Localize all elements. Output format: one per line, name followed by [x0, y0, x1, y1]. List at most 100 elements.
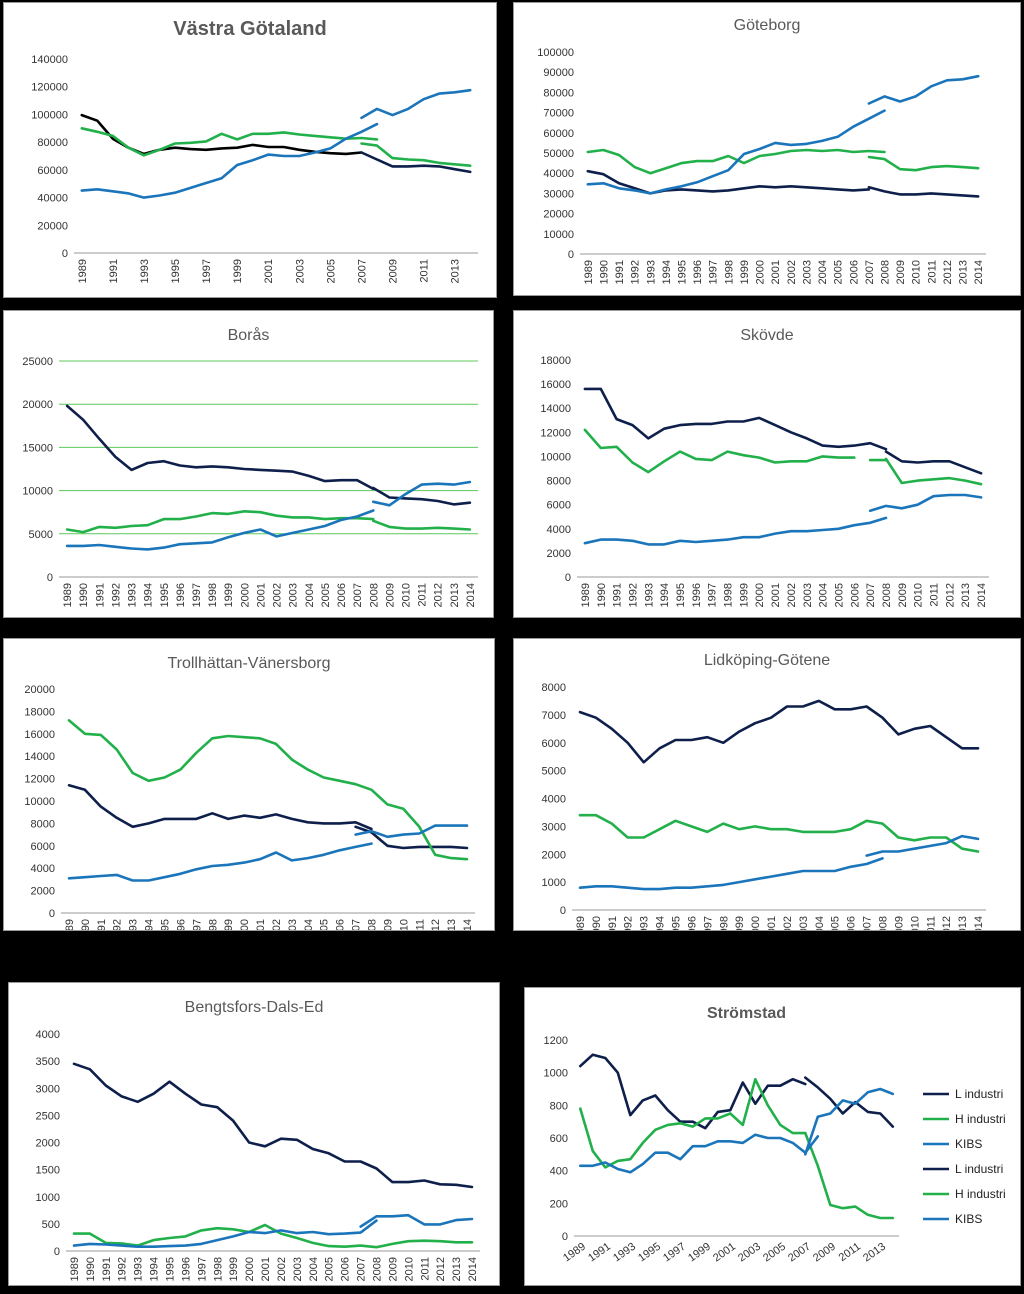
series-line-kibs	[72, 1219, 378, 1248]
series-line-l-industri	[884, 450, 983, 475]
series-line-kibs	[804, 1087, 895, 1156]
x-tick-label: 1989	[583, 260, 595, 284]
series-line-kibs	[867, 74, 980, 105]
x-tick-label: 2006	[336, 583, 348, 607]
x-tick-label: 2009	[384, 583, 396, 607]
y-tick-label: 70000	[543, 108, 574, 120]
y-tick-label: 2500	[36, 1110, 60, 1122]
x-tick-label: 1991	[612, 583, 624, 607]
legend-label: H industri	[955, 1187, 1006, 1201]
series-line-h-industri	[586, 148, 886, 175]
y-tick-label: 80000	[37, 137, 68, 149]
series-line-l-industri	[354, 825, 469, 850]
x-tick-label: 2014	[973, 916, 985, 930]
chart-title: Bengtsfors-Dals-Ed	[185, 999, 324, 1016]
series-line-kibs	[359, 1213, 474, 1228]
y-tick-label: 0	[47, 572, 53, 584]
x-tick-label: 1995	[675, 583, 687, 607]
x-tick-label: 2005	[833, 260, 845, 284]
x-tick-label: 2001	[766, 916, 778, 930]
x-tick-label: 2012	[435, 1257, 447, 1281]
x-tick-label: 2002	[271, 919, 283, 930]
x-tick-label: 1992	[117, 1257, 129, 1281]
chart-title: Strömstad	[707, 1005, 786, 1022]
x-tick-label: 1997	[708, 260, 720, 284]
x-tick-label: 1991	[96, 919, 108, 930]
y-tick-label: 500	[42, 1219, 60, 1231]
x-tick-label: 2001	[770, 260, 782, 284]
x-tick-label: 2007	[351, 919, 363, 930]
y-tick-label: 800	[550, 1100, 568, 1112]
y-tick-label: 0	[62, 248, 68, 260]
x-tick-label: 2013	[451, 1257, 463, 1281]
y-tick-label: 20000	[22, 399, 53, 411]
x-tick-label: 2001	[770, 583, 782, 607]
x-tick-label: 2006	[849, 583, 861, 607]
x-tick-label: 2007	[356, 1257, 368, 1281]
x-tick-label: 1990	[80, 919, 92, 930]
x-tick-label: 2006	[340, 1257, 352, 1281]
x-tick-label: 2013	[450, 259, 462, 283]
x-tick-label: 1991	[607, 916, 619, 930]
x-tick-label: 1997	[201, 259, 213, 283]
x-tick-label: 2011	[837, 1241, 863, 1264]
x-tick-label: 2010	[398, 919, 410, 930]
y-tick-label: 2000	[547, 548, 571, 560]
x-tick-label: 2001	[711, 1241, 738, 1265]
x-tick-label: 2004	[303, 919, 315, 930]
x-tick-label: 2011	[929, 583, 941, 607]
x-tick-label: 2000	[750, 916, 762, 930]
y-tick-label: 5000	[29, 529, 53, 541]
x-tick-label: 2014	[465, 583, 477, 607]
series-line-kibs	[579, 1133, 820, 1174]
x-tick-label: 2009	[382, 919, 394, 930]
x-tick-label: 1993	[645, 260, 657, 284]
x-tick-label: 2004	[814, 916, 826, 930]
series-line-kibs	[67, 842, 373, 882]
x-tick-label: 1999	[734, 916, 746, 930]
x-tick-label: 1996	[686, 916, 698, 930]
series-line-h-industri	[884, 457, 983, 486]
x-tick-label: 2009	[897, 583, 909, 607]
y-tick-label: 4000	[547, 524, 571, 536]
y-tick-label: 25000	[22, 356, 53, 368]
y-tick-label: 200	[550, 1198, 568, 1210]
x-tick-label: 2009	[388, 259, 400, 283]
y-tick-label: 8000	[31, 818, 55, 830]
series-line-l-industri	[65, 404, 375, 491]
y-tick-label: 0	[565, 572, 571, 584]
chart-svg: Västra Götaland 0 20000 40000 60000 80000 1000…	[31, 18, 478, 283]
x-tick-label: 1990	[596, 583, 608, 607]
x-tick-label: 2000	[244, 1257, 256, 1281]
x-tick-label: 2005	[324, 1257, 336, 1281]
x-tick-label: 1991	[101, 1257, 113, 1281]
x-tick-label: 1995	[159, 583, 171, 607]
chart-title: Trollhättan-Vänersborg	[167, 655, 330, 672]
x-tick-label: 2008	[878, 916, 890, 930]
y-tick-label: 7000	[542, 710, 566, 722]
x-tick-label: 2013	[958, 260, 970, 284]
x-tick-label: 2013	[449, 583, 461, 607]
y-tick-label: 1000	[544, 1068, 568, 1080]
x-tick-label: 1990	[591, 916, 603, 930]
x-tick-label: 1997	[191, 583, 203, 607]
y-tick-label: 12000	[540, 427, 571, 439]
x-tick-label: 1994	[655, 916, 667, 930]
series-line-l-industri	[372, 486, 472, 506]
y-tick-label: 2000	[36, 1138, 60, 1150]
x-tick-label: 1997	[661, 1241, 688, 1265]
x-tick-label: 1998	[718, 916, 730, 930]
x-tick-label: 2001	[255, 583, 267, 607]
x-tick-label: 2001	[255, 919, 267, 930]
y-tick-label: 2000	[31, 886, 55, 898]
x-tick-label: 1990	[598, 260, 610, 284]
chart-panel-vastra-gotaland: Västra Götaland 0 20000 40000 60000 80000 1000…	[3, 2, 497, 298]
y-tick-label: 4000	[31, 863, 55, 875]
y-tick-label: 120000	[31, 82, 68, 94]
x-tick-label: 1995	[636, 1241, 663, 1265]
chart-svg: Bengtsfors-Dals-Ed 0 500 1000 1500 2000 2500 30…	[36, 999, 480, 1281]
y-tick-label: 14000	[24, 751, 55, 763]
x-tick-label: 1993	[133, 1257, 145, 1281]
x-tick-label: 2009	[387, 1257, 399, 1281]
series-line-l-industri	[804, 1076, 895, 1128]
